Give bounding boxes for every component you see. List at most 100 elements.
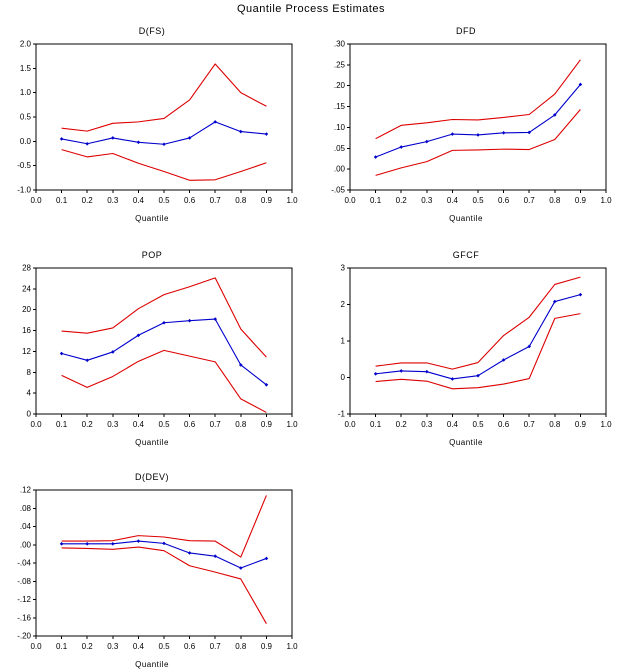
subplot-pop: POP 28 24 20 16 12 8 4 0 0.0 0.1 0.2 0.3 0.4 0.5 0.6 0.… <box>2 248 302 450</box>
x-tick-label: 0.5 <box>472 420 484 429</box>
subplot-dfs: D(FS) 2.0 1.5 1.0 0.5 0.0 -0.5 -1.0 0.0 0.1 0.2 0.… <box>2 24 302 226</box>
y-tick-label: 2 <box>341 300 346 309</box>
y-tick-label: .00 <box>334 165 346 174</box>
y-tick-label: .30 <box>334 40 346 49</box>
y-tick-label: 2.0 <box>20 40 32 49</box>
series-line-estimate <box>61 121 267 145</box>
x-tick-label: 1.0 <box>286 642 298 651</box>
subplot-title: GFCF <box>452 250 480 260</box>
series-line-band <box>375 313 581 390</box>
subplot-title: DFD <box>456 26 476 36</box>
y-tick-label: 0 <box>341 373 346 382</box>
data-point-marker <box>213 120 217 124</box>
y-tick-label: 0 <box>27 410 32 419</box>
data-point-marker <box>85 358 89 363</box>
data-point-marker <box>553 299 557 304</box>
y-tick-label: .15 <box>334 102 346 111</box>
x-tick-label: 0.2 <box>82 420 94 429</box>
x-tick-label: 0.9 <box>261 642 273 651</box>
y-tick-label: .10 <box>334 123 346 132</box>
series-line-estimate <box>61 318 267 386</box>
data-point-marker <box>450 132 455 136</box>
y-tick-label: -1.0 <box>17 186 31 195</box>
x-tick-label: 0.9 <box>261 196 273 205</box>
x-tick-label: 0.9 <box>575 420 587 429</box>
x-tick-label: 1.0 <box>286 196 298 205</box>
y-tick-label: 12 <box>22 347 31 356</box>
x-tick-label: 0.1 <box>56 642 68 651</box>
y-tick-label: .00 <box>20 540 32 549</box>
x-tick-label: 0.5 <box>472 196 484 205</box>
x-tick-label: 0.8 <box>549 420 561 429</box>
y-tick-label: 1.5 <box>20 64 32 73</box>
x-tick-label: 0.4 <box>133 196 145 205</box>
y-tick-label: .12 <box>20 486 32 495</box>
data-point-marker <box>578 82 583 87</box>
x-tick-label: 0.0 <box>30 642 42 651</box>
series-line-band <box>61 495 267 558</box>
data-point-marker <box>450 377 455 381</box>
chart-svg-gfcf: 3 2 1 0 -10.0 0.1 0.2 0.3 0.4 0.5 0.6 0.7 0.8 0.9 1.0 <box>338 264 612 430</box>
x-tick-label: 0.4 <box>447 196 459 205</box>
y-tick-label: -.08 <box>17 577 31 586</box>
x-tick-label: 0.3 <box>421 420 433 429</box>
x-axis-label: Quantile <box>449 214 483 223</box>
x-tick-label: 0.5 <box>158 642 170 651</box>
data-point-marker <box>162 541 166 546</box>
x-tick-label: 0.3 <box>107 196 119 205</box>
data-point-marker <box>527 130 531 135</box>
y-tick-label: 20 <box>22 305 31 314</box>
x-tick-label: 0.1 <box>56 196 68 205</box>
data-point-marker <box>59 137 64 141</box>
x-tick-label: 0.8 <box>235 642 247 651</box>
figure-title: Quantile Process Estimates <box>236 3 386 15</box>
y-tick-label: -.16 <box>17 613 31 622</box>
y-tick-label: 4 <box>27 389 32 398</box>
x-tick-label: 0.8 <box>549 196 561 205</box>
plot-border <box>349 43 607 191</box>
data-point-marker <box>213 554 217 558</box>
y-tick-label: 1.0 <box>20 88 32 97</box>
data-point-marker <box>162 320 166 325</box>
x-tick-label: 0.7 <box>210 642 222 651</box>
data-point-marker <box>111 542 115 546</box>
y-tick-label: .20 <box>334 81 346 90</box>
data-point-marker <box>553 113 557 117</box>
x-tick-label: 0.0 <box>30 196 42 205</box>
data-point-marker <box>136 333 141 338</box>
x-tick-label: 0.0 <box>344 196 356 205</box>
x-tick-label: 0.9 <box>575 196 587 205</box>
x-tick-label: 0.0 <box>344 420 356 429</box>
x-tick-label: 0.1 <box>370 420 382 429</box>
series-line-band <box>375 109 581 176</box>
chart-svg-pop: 28 24 20 16 12 8 4 00.0 0.1 0.2 0.3 0.4 0.5 0.6 0.7 0.8… <box>22 264 298 430</box>
data-point-marker <box>187 136 192 140</box>
series-line-band <box>61 546 267 624</box>
series-line-estimate <box>375 84 581 158</box>
y-tick-label: .04 <box>20 522 32 531</box>
x-tick-label: 0.7 <box>210 420 222 429</box>
data-point-marker <box>264 132 269 136</box>
y-tick-label: -0.5 <box>17 161 31 170</box>
data-point-marker <box>85 141 89 146</box>
data-point-marker <box>111 136 115 140</box>
y-tick-label: -1 <box>338 410 346 419</box>
x-tick-label: 0.5 <box>158 196 170 205</box>
x-tick-label: 0.2 <box>82 642 94 651</box>
data-point-marker <box>239 129 243 134</box>
y-tick-label: 0.5 <box>20 113 32 122</box>
data-point-marker <box>264 556 269 561</box>
chart-svg-ddev: .12 .08 .04 .00 -.04 -.08 -.12 -.16 -.200.0 0.1 0.… <box>17 486 298 652</box>
series-line-band <box>375 59 581 140</box>
data-point-marker <box>162 142 166 147</box>
x-tick-label: 0.6 <box>498 196 510 205</box>
subplot-dfd: DFD .30 .25 .20 .15 .10 .05 .00 -.05 0.0 0.1 0.2 0.… <box>316 24 616 226</box>
data-point-marker <box>136 539 141 543</box>
x-tick-label: 1.0 <box>600 196 612 205</box>
plot-border <box>35 43 293 191</box>
subplot-ddev: D(DEV) .12.08.04.00 -.04 -.08 -.12 -.16 -.20 0… <box>2 470 302 672</box>
series-line-band <box>61 149 267 181</box>
x-tick-label: 0.6 <box>184 196 196 205</box>
y-tick-label: -.12 <box>17 595 31 604</box>
